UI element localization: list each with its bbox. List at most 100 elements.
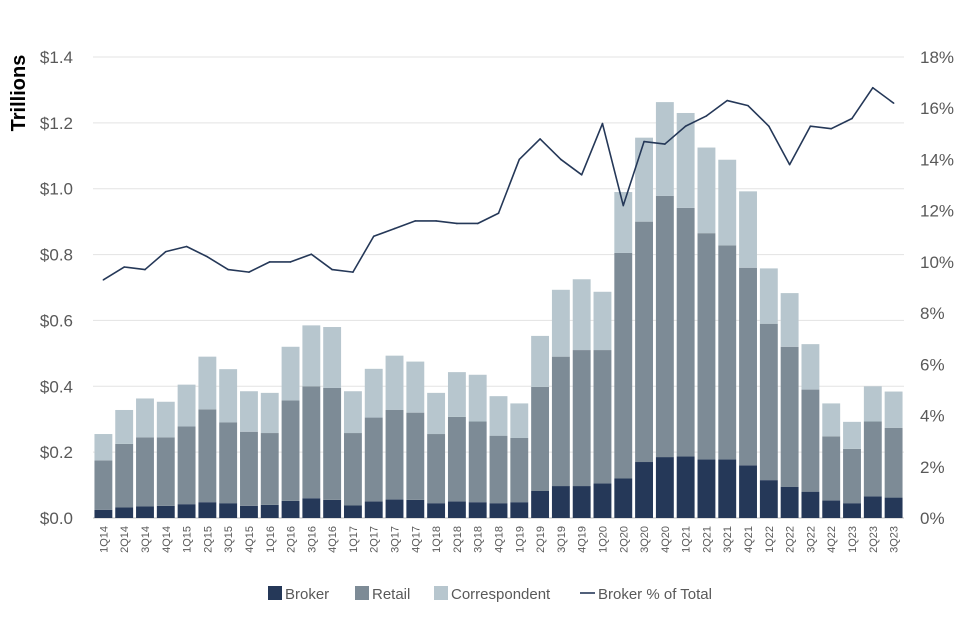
bar-correspondent-1q14 [94, 434, 113, 461]
x-tick-label: 1Q19 [514, 526, 526, 553]
left-tick-label: $0.8 [40, 246, 73, 265]
x-tick-label: 3Q21 [722, 526, 734, 553]
x-tick-label: 2Q19 [535, 526, 547, 553]
right-tick-label: 16% [920, 99, 954, 118]
x-tick-label: 2Q20 [618, 526, 630, 553]
bar-retail-1q16 [260, 433, 279, 505]
bar-retail-1q21 [676, 207, 695, 457]
bar-retail-1q18 [427, 434, 446, 504]
bar-retail-4q18 [489, 435, 508, 504]
bar-correspondent-4q21 [739, 191, 757, 268]
bar-retail-1q17 [343, 433, 362, 506]
bar-retail-4q15 [240, 431, 258, 506]
bar-correspondent-1q15 [177, 384, 196, 427]
left-tick-label: $0.6 [40, 311, 73, 330]
bar-correspondent-1q21 [676, 112, 695, 208]
broker-pct-point [310, 253, 313, 256]
x-tick-label: 1Q14 [98, 526, 110, 553]
broker-pct-point [788, 163, 791, 166]
right-tick-label: 10% [920, 253, 954, 272]
bar-retail-3q22 [801, 389, 820, 492]
bar-correspondent-1q17 [343, 391, 362, 434]
bar-broker-2q17 [364, 501, 383, 518]
broker-pct-point [268, 261, 271, 263]
x-tick-label: 4Q17 [410, 526, 422, 553]
broker-pct-point [435, 220, 437, 222]
x-tick-label: 3Q19 [556, 526, 568, 553]
x-tick-label: 4Q22 [826, 526, 838, 553]
right-tick-label: 6% [920, 355, 945, 374]
broker-pct-point [248, 271, 250, 273]
bar-retail-1q22 [759, 323, 778, 481]
bar-correspondent-2q17 [364, 368, 383, 418]
x-tick-label: 4Q15 [244, 526, 256, 553]
broker-pct-point [185, 245, 188, 248]
right-axis-ticks: 0% 2% 4% 6% 8% 10% 12% 14% 16% 18% [920, 48, 954, 528]
x-tick-label: 1Q15 [182, 526, 194, 553]
broker-pct-point [892, 102, 895, 104]
bar-broker-3q21 [718, 459, 737, 518]
broker-pct-point [580, 174, 583, 176]
broker-pct-point [643, 140, 645, 143]
bar-broker-1q15 [177, 504, 196, 518]
x-tick-label: 1Q22 [764, 526, 776, 553]
bar-correspondent-2q23 [863, 386, 882, 422]
bar-correspondent-2q20 [614, 192, 633, 253]
bar-broker-4q22 [822, 500, 841, 518]
bar-broker-2q16 [281, 500, 300, 518]
left-tick-label: $0.0 [40, 509, 73, 528]
bar-retail-3q21 [718, 245, 737, 460]
bar-broker-3q17 [385, 499, 404, 518]
bar-broker-3q20 [635, 462, 653, 518]
bar-broker-1q16 [260, 504, 279, 518]
bar-broker-4q20 [655, 457, 674, 518]
bar-retail-4q17 [406, 412, 425, 500]
bar-broker-3q14 [136, 506, 154, 518]
bar-broker-3q15 [219, 503, 238, 518]
bar-retail-2q21 [697, 233, 716, 460]
bar-broker-3q23 [884, 497, 903, 518]
bar-retail-3q16 [302, 386, 321, 499]
left-tick-label: $1.2 [40, 114, 73, 133]
bar-correspondent-3q19 [551, 289, 570, 357]
legend-label-correspondent: Correspondent [451, 586, 551, 603]
bar-broker-1q14 [94, 509, 113, 518]
broker-pct-point [830, 127, 833, 130]
bar-correspondent-4q17 [406, 361, 425, 413]
bar-correspondent-3q20 [635, 137, 653, 222]
bar-correspondent-3q22 [801, 344, 820, 390]
bar-broker-4q18 [489, 503, 508, 518]
x-tick-label: 1Q16 [265, 526, 277, 553]
bar-retail-3q20 [635, 221, 653, 463]
x-tick-label: 4Q20 [660, 526, 672, 553]
bar-broker-4q19 [572, 486, 591, 518]
broker-pct-point [414, 220, 417, 222]
bar-broker-1q23 [843, 503, 861, 518]
bar-correspondent-3q21 [718, 159, 737, 246]
bar-retail-4q20 [655, 195, 674, 458]
broker-pct-point [601, 122, 604, 125]
x-tick-label: 4Q19 [577, 526, 589, 553]
bar-retail-2q19 [531, 386, 550, 491]
bar-correspondent-2q14 [115, 409, 134, 444]
legend-swatch-correspondent [434, 586, 448, 600]
bar-correspondent-3q14 [136, 398, 154, 438]
right-tick-label: 0% [920, 509, 945, 528]
bar-correspondent-4q20 [655, 102, 674, 196]
x-tick-label: 3Q18 [473, 526, 485, 553]
legend-swatch-retail [355, 586, 369, 600]
broker-pct-point [164, 250, 167, 253]
broker-pct-point [227, 268, 229, 271]
bar-retail-4q21 [739, 267, 757, 466]
x-tick-label: 2Q23 [868, 526, 880, 553]
bar-correspondent-1q18 [427, 392, 446, 435]
right-tick-label: 2% [920, 458, 945, 477]
bar-broker-3q18 [468, 502, 487, 518]
bar-correspondent-4q18 [489, 396, 508, 436]
bar-correspondent-2q22 [780, 293, 799, 347]
bar-retail-3q15 [219, 422, 238, 504]
bar-broker-2q14 [115, 507, 134, 518]
bar-correspondent-3q15 [219, 369, 238, 423]
bar-correspondent-1q20 [593, 291, 612, 351]
legend-label-broker-of-total: Broker % of Total [598, 586, 712, 603]
